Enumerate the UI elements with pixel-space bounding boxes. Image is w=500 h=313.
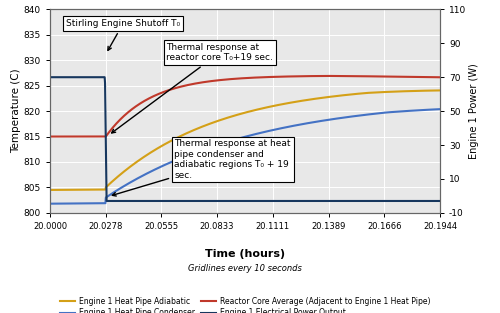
Text: Thermal response at heat
pipe condenser and
adiabatic regions T₀ + 19
sec.: Thermal response at heat pipe condenser … — [112, 139, 291, 196]
Legend: Engine 1 Heat Pipe Adiabatic, Engine 1 Heat Pipe Condenser, Reactor Core Average: Engine 1 Heat Pipe Adiabatic, Engine 1 H… — [56, 294, 434, 313]
Text: Time (hours): Time (hours) — [205, 249, 285, 259]
Text: Thermal response at
reactor core T₀+19 sec.: Thermal response at reactor core T₀+19 s… — [112, 43, 273, 133]
Text: Gridlines every 10 seconds: Gridlines every 10 seconds — [188, 264, 302, 273]
Y-axis label: Engine 1 Power (W): Engine 1 Power (W) — [469, 63, 479, 159]
Text: Stirling Engine Shutoff T₀: Stirling Engine Shutoff T₀ — [66, 19, 180, 50]
Y-axis label: Temperature (C): Temperature (C) — [11, 69, 21, 153]
